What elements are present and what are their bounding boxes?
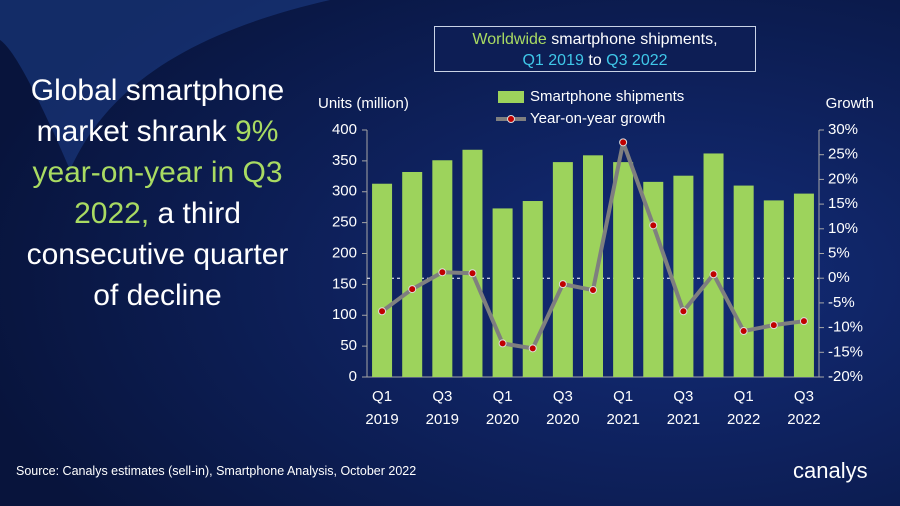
y2-tick-label: 10% [828, 220, 858, 237]
title-line: Worldwide smartphone shipments, [435, 29, 755, 50]
x-tick-label: Q1 2020 [486, 388, 519, 428]
line-marker [408, 285, 417, 294]
line-marker [619, 138, 628, 147]
legend-swatch [498, 91, 524, 103]
line-marker [438, 268, 447, 277]
y-tick-label: 50 [340, 337, 357, 354]
headline-part: Global smartphone market shrank [30, 74, 285, 148]
legend-marker [507, 115, 515, 123]
bar [643, 181, 664, 377]
y-tick-label: 400 [332, 121, 357, 138]
bar [402, 171, 423, 377]
y-tick-label: 0 [349, 368, 357, 385]
title-line: Q1 2019 to Q3 2022 [435, 50, 755, 71]
y2-tick-label: 5% [828, 244, 850, 261]
bar [733, 185, 754, 377]
line-marker [739, 327, 748, 336]
y2-tick-label: -10% [828, 319, 863, 336]
y2-tick-label: 30% [828, 121, 858, 138]
y-tick-label: 200 [332, 244, 357, 261]
line-marker [589, 286, 597, 295]
headline: Global smartphone market shrank 9% year-… [25, 70, 290, 316]
bar [462, 149, 483, 377]
headline-part: a third consecutive quarter of decline [26, 197, 289, 312]
title-part: Worldwide [472, 31, 547, 48]
bar [763, 200, 784, 377]
bar [613, 162, 634, 377]
bar [492, 208, 513, 377]
y-tick-label: 250 [332, 214, 357, 231]
source: Source: Canalys estimates (sell-in), Sma… [16, 464, 417, 478]
title-part: smartphone shipments, [551, 31, 718, 48]
y2-tick-label: -20% [828, 368, 863, 385]
y2-tick-label: -5% [828, 294, 855, 311]
y2-tick-label: 15% [828, 195, 858, 212]
y-tick-label: 100 [332, 306, 357, 323]
line-marker [528, 344, 537, 353]
title-part: to [588, 52, 602, 69]
x-tick-label: Q3 2020 [546, 388, 579, 428]
bar [793, 193, 814, 377]
y2-axis-label: Growth [826, 95, 874, 112]
line-marker [558, 280, 567, 289]
legend-label: Smartphone shipments [530, 88, 684, 105]
bar [703, 153, 724, 377]
y2-tick-label: 0% [828, 269, 850, 286]
bar [583, 155, 603, 377]
x-tick-label: Q3 2021 [667, 388, 700, 428]
swoosh [0, 0, 330, 170]
x-tick-label: Q1 2019 [365, 388, 398, 428]
y-tick-label: 300 [332, 183, 357, 200]
x-tick-label: Q1 2021 [606, 388, 639, 428]
y-tick-label: 150 [332, 275, 357, 292]
line-marker [649, 221, 658, 230]
line-marker [378, 307, 387, 316]
y2-tick-label: 20% [828, 170, 858, 187]
y2-tick-label: 25% [828, 146, 858, 163]
x-tick-label: Q3 2019 [426, 388, 459, 428]
x-tick-label: Q3 2022 [787, 388, 820, 428]
title-part: Q1 2019 [522, 52, 584, 69]
line-marker [498, 339, 507, 348]
line-marker [679, 307, 688, 316]
y2-tick-label: -15% [828, 343, 863, 360]
headline-part: 9% year-on-year in Q3 2022, [32, 115, 283, 230]
line-marker [468, 269, 477, 278]
legend-label: Year-on-year growth [530, 110, 665, 127]
x-tick-label: Q1 2022 [727, 388, 760, 428]
bar [673, 175, 694, 377]
bar [372, 183, 393, 377]
bar [552, 162, 573, 377]
line-marker [799, 317, 808, 326]
title-part: Q3 2022 [606, 52, 668, 69]
line-marker [769, 321, 778, 330]
y-tick-label: 350 [332, 152, 357, 169]
logo: canalys [793, 458, 868, 483]
line-marker [709, 270, 718, 279]
y-axis-label: Units (million) [318, 95, 409, 112]
chart-title: Worldwide smartphone shipments, Q1 2019 … [434, 26, 756, 72]
